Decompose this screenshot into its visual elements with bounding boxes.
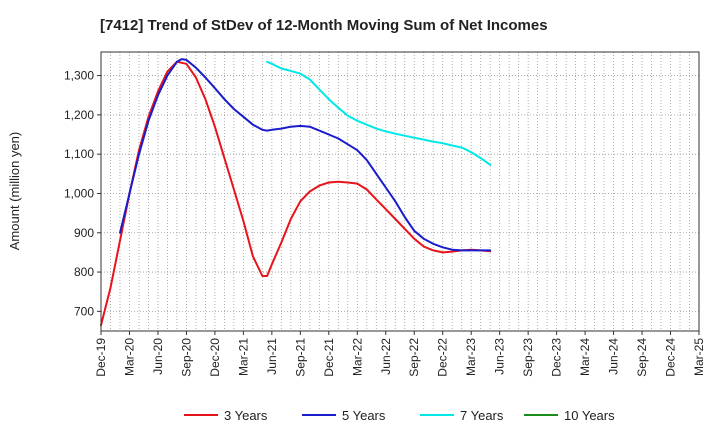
- y-tick-label: 700: [74, 304, 94, 318]
- x-tick-label: Jun-20: [151, 338, 165, 375]
- y-tick-label: 1,100: [64, 147, 94, 161]
- legend-label: 5 Years: [342, 408, 386, 423]
- series-line-2: [119, 58, 492, 252]
- x-tick-label: Dec-19: [94, 338, 108, 377]
- x-tick-label: Jun-21: [265, 338, 279, 375]
- x-tick-label: Mar-22: [350, 338, 364, 376]
- y-axis-label: Amount (million yen): [7, 132, 22, 251]
- y-tick-label: 1,000: [64, 186, 94, 200]
- x-tick-label: Mar-20: [122, 338, 136, 376]
- chart-title: [7412] Trend of StDev of 12-Month Moving…: [100, 17, 548, 34]
- x-tick-label: Jun-23: [493, 338, 507, 375]
- x-tick-label: Sep-20: [179, 338, 193, 377]
- x-tick-label: Dec-24: [664, 338, 678, 377]
- y-tick-label: 800: [74, 265, 94, 279]
- x-tick-label: Mar-25: [692, 338, 706, 376]
- x-tick-label: Dec-20: [208, 338, 222, 377]
- x-tick-label: Sep-23: [521, 338, 535, 377]
- x-axis-ticks: Dec-19 Mar-20 Jun-20 Sep-20 Dec-20 Mar-21 Jun-…: [94, 331, 706, 377]
- series-line-3: [266, 60, 492, 166]
- x-tick-label: Jun-22: [379, 338, 393, 375]
- y-tick-label: 1,300: [64, 69, 94, 83]
- x-tick-label: Sep-24: [635, 338, 649, 377]
- x-tick-label: Dec-22: [436, 338, 450, 377]
- x-tick-label: Dec-21: [322, 338, 336, 377]
- x-tick-label: Mar-24: [578, 338, 592, 376]
- legend: 3 Years 5 Years 7 Years 10 Years: [184, 408, 615, 423]
- legend-label: 10 Years: [564, 408, 615, 423]
- x-tick-label: Jun-24: [607, 338, 621, 375]
- legend-label: 7 Years: [460, 408, 504, 423]
- y-tick-label: 900: [74, 226, 94, 240]
- x-tick-label: Mar-23: [464, 338, 478, 376]
- grid: [101, 52, 699, 331]
- y-axis-ticks: 700 800 900 1,000 1,100 1,200 1,300: [64, 69, 101, 318]
- x-tick-label: Sep-22: [407, 338, 421, 377]
- x-tick-label: Sep-21: [293, 338, 307, 377]
- legend-label: 3 Years: [224, 408, 268, 423]
- plot-frame: [100, 51, 700, 332]
- x-tick-label: Mar-21: [236, 338, 250, 376]
- x-tick-label: Dec-23: [550, 338, 564, 377]
- series-lines: [100, 58, 492, 327]
- y-tick-label: 1,200: [64, 108, 94, 122]
- series-line-1: [100, 60, 492, 327]
